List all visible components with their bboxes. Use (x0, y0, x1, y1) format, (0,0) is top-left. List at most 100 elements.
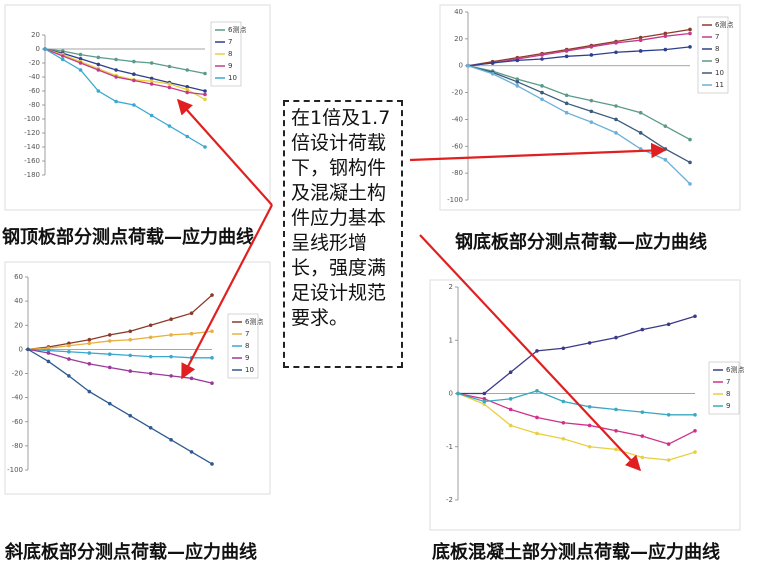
data-point (167, 85, 172, 90)
data-point (640, 455, 645, 460)
data-point (640, 327, 645, 332)
data-point (638, 35, 643, 40)
data-point (148, 425, 153, 430)
data-point (132, 59, 136, 64)
series-line (44, 48, 206, 100)
data-point (540, 90, 544, 95)
legend-label: 7 (245, 330, 249, 338)
series-line (467, 32, 691, 67)
legend-label: 9 (715, 57, 719, 65)
data-point (46, 359, 51, 364)
data-point (693, 450, 697, 454)
data-point (540, 97, 544, 102)
data-point (515, 58, 520, 63)
data-point (87, 351, 92, 355)
data-point (96, 62, 101, 67)
data-point (210, 356, 214, 360)
data-point (189, 376, 194, 381)
data-point (693, 314, 697, 319)
y-tick-label: 0 (459, 62, 463, 70)
data-point (587, 341, 592, 345)
y-tick-label: 20 (14, 321, 23, 329)
series-line (467, 65, 691, 141)
data-point (46, 351, 51, 355)
data-point (78, 52, 83, 57)
legend-label: 8 (245, 342, 249, 350)
data-point (169, 438, 173, 442)
data-point (638, 147, 643, 151)
data-point (515, 77, 520, 81)
data-point (614, 447, 618, 452)
legend-label: 6测点 (715, 21, 733, 29)
data-point (87, 389, 92, 394)
data-point (107, 339, 112, 343)
y-tick-label: 20 (31, 31, 40, 39)
legend-label: 6测点 (726, 366, 744, 374)
data-point (640, 410, 645, 414)
data-point (107, 365, 112, 370)
y-tick-label: -60 (452, 142, 463, 150)
data-point (114, 57, 118, 62)
data-point (688, 45, 692, 49)
data-point (688, 160, 692, 165)
y-tick-label: -60 (12, 418, 23, 426)
legend-label: 9 (245, 354, 249, 362)
data-point (167, 82, 172, 86)
legend-label: 10 (245, 366, 254, 374)
data-point (114, 75, 118, 79)
data-point (67, 349, 71, 354)
data-point (149, 76, 154, 81)
data-point (587, 444, 592, 449)
data-point (167, 64, 172, 69)
data-point (638, 38, 643, 42)
data-point (132, 103, 136, 107)
y-tick-label: -1 (446, 443, 453, 451)
legend-box (708, 361, 740, 415)
data-point (185, 134, 190, 139)
data-point (587, 405, 592, 409)
y-tick-label: -180 (24, 171, 40, 179)
legend-label: 6测点 (245, 318, 263, 326)
data-point (638, 110, 643, 115)
data-point (561, 399, 566, 404)
data-point (515, 84, 520, 88)
data-point (456, 391, 460, 396)
data-point (148, 335, 153, 340)
data-point (561, 436, 566, 441)
data-point (490, 61, 495, 65)
data-point (508, 397, 513, 401)
y-tick-label: -20 (12, 370, 23, 378)
y-tick-label: -60 (29, 87, 40, 95)
data-point (132, 78, 136, 83)
series-line (467, 65, 691, 163)
data-point (128, 329, 133, 334)
data-point (203, 92, 207, 97)
data-point (589, 53, 594, 57)
data-point (96, 89, 101, 93)
data-point (169, 317, 173, 322)
data-point (189, 331, 194, 336)
data-point (128, 337, 133, 342)
data-point (189, 311, 194, 315)
y-tick-label: -100 (447, 196, 463, 204)
legend-label: 9 (726, 402, 730, 410)
data-point (87, 337, 92, 342)
data-point (693, 413, 697, 417)
data-point (508, 407, 513, 412)
data-point (663, 147, 668, 151)
data-point (561, 346, 566, 351)
data-point (515, 80, 520, 84)
data-point (107, 333, 112, 337)
data-point (564, 101, 569, 106)
data-point (535, 431, 539, 436)
series-line (467, 46, 691, 67)
data-point (167, 124, 172, 128)
data-point (169, 333, 173, 337)
data-point (589, 109, 594, 114)
series-line (44, 48, 206, 92)
data-point (614, 407, 618, 412)
data-point (614, 41, 618, 45)
data-point (535, 349, 539, 353)
data-point (107, 352, 112, 357)
data-point (114, 99, 118, 104)
